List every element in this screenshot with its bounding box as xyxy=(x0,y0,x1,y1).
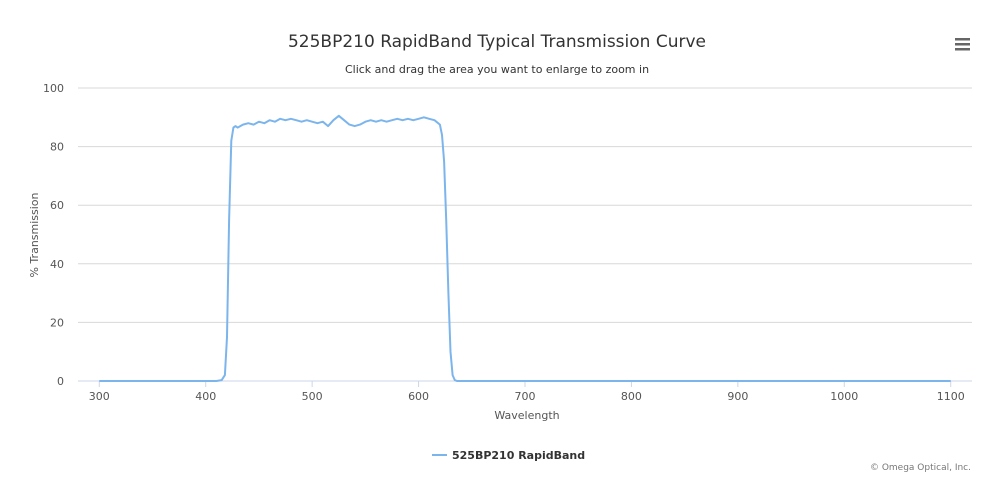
y-tick-label: 0 xyxy=(57,375,64,388)
hamburger-menu-icon[interactable] xyxy=(950,33,974,55)
y-tick-label: 40 xyxy=(50,258,64,271)
y-tick-label: 20 xyxy=(50,316,64,329)
x-tick-label: 500 xyxy=(302,390,323,403)
legend-item-label[interactable]: 525BP210 RapidBand xyxy=(452,449,585,462)
x-tick-label: 400 xyxy=(195,390,216,403)
x-axis-title: Wavelength xyxy=(494,409,559,422)
chart-title: 525BP210 RapidBand Typical Transmission … xyxy=(288,32,706,52)
y-axis-tick-labels: 0 20 40 60 80 100 xyxy=(43,82,64,388)
chart-subtitle: Click and drag the area you want to enla… xyxy=(345,63,649,76)
x-tick-label: 700 xyxy=(515,390,536,403)
x-tick-label: 900 xyxy=(727,390,748,403)
credits-text[interactable]: © Omega Optical, Inc. xyxy=(870,463,971,473)
y-tick-label: 60 xyxy=(50,199,64,212)
legend[interactable]: 525BP210 RapidBand xyxy=(432,449,585,462)
x-tick-label: 1000 xyxy=(830,390,858,403)
x-tick-label: 800 xyxy=(621,390,642,403)
y-tick-label: 80 xyxy=(50,141,64,154)
x-tick-label: 300 xyxy=(89,390,110,403)
y-axis-title: % Transmission xyxy=(28,192,41,277)
y-tick-label: 100 xyxy=(43,82,64,95)
series-line-525bp210-rapidband[interactable] xyxy=(99,114,951,382)
plot-area[interactable] xyxy=(99,114,951,382)
x-tick-label: 1100 xyxy=(937,390,965,403)
x-axis-tick-labels: 300 400 500 600 700 800 900 1000 1100 xyxy=(89,390,965,403)
x-tick-label: 600 xyxy=(408,390,429,403)
